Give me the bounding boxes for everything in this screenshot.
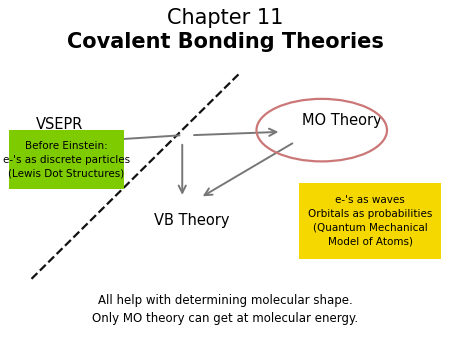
Text: VB Theory: VB Theory — [153, 213, 229, 228]
Text: All help with determining molecular shape.
Only MO theory can get at molecular e: All help with determining molecular shap… — [92, 294, 358, 325]
FancyBboxPatch shape — [299, 183, 441, 259]
Text: Covalent Bonding Theories: Covalent Bonding Theories — [67, 32, 383, 52]
Text: MO Theory: MO Theory — [302, 114, 381, 128]
FancyBboxPatch shape — [9, 130, 124, 189]
Text: Chapter 11: Chapter 11 — [167, 8, 283, 28]
Text: Before Einstein:
e-'s as discrete particles
(Lewis Dot Structures): Before Einstein: e-'s as discrete partic… — [3, 141, 130, 179]
Text: VSEPR: VSEPR — [36, 117, 83, 132]
Text: e-'s as waves
Orbitals as probabilities
(Quantum Mechanical
Model of Atoms): e-'s as waves Orbitals as probabilities … — [308, 195, 432, 246]
